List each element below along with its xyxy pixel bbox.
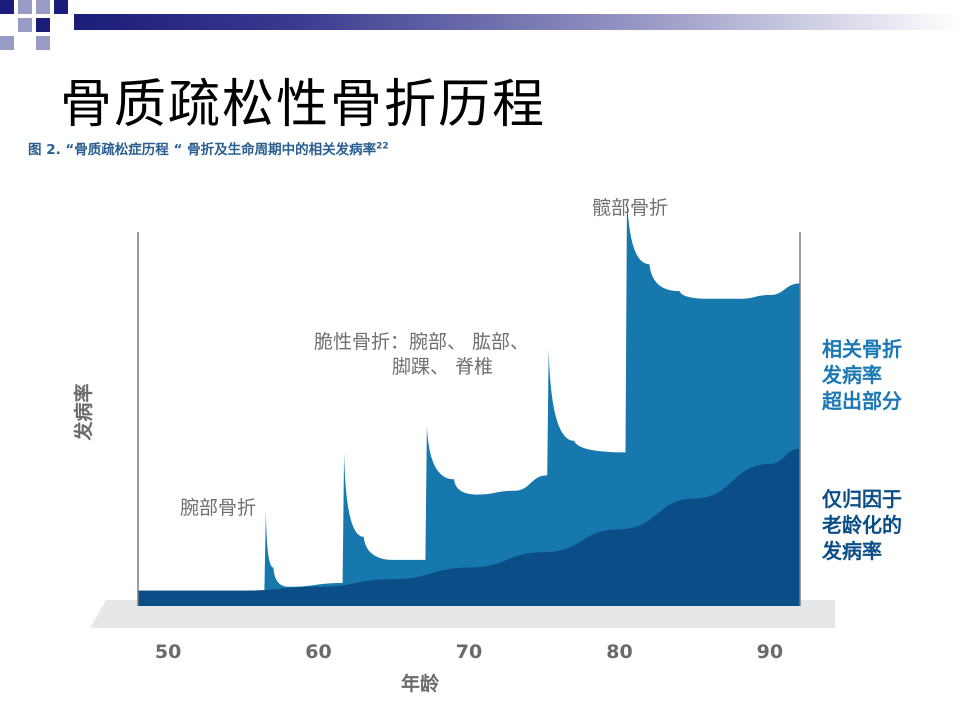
deco-square-2: [18, 0, 32, 14]
figure-caption-text: 图 2. “骨质疏松症历程 “ 骨折及生命周期中的相关发病率: [28, 142, 377, 158]
legend-aging-baseline-line1: 仅归因于: [822, 487, 902, 511]
legend-fracture-excess-line2: 发病率: [821, 363, 882, 387]
legend-fracture-excess-line1: 相关骨折: [822, 337, 902, 361]
deco-square-1: [0, 0, 14, 14]
annotation-hip-fracture: 髋部骨折: [592, 197, 668, 219]
series-area-aging-baseline: [138, 448, 800, 606]
x-axis-label: 年龄: [401, 672, 440, 695]
series-area-fracture-excess: [138, 195, 800, 606]
legend-fracture-excess-line3: 超出部分: [821, 389, 902, 413]
slide-corner-decoration: [0, 0, 68, 50]
deco-square-8: [36, 36, 50, 50]
deco-square-3: [36, 0, 50, 14]
annotation-fragility-fracture-line2: 脚踝、 脊椎: [392, 356, 493, 378]
legend-aging-baseline: 仅归因于 老龄化的 发病率: [821, 487, 902, 563]
deco-square-4: [54, 0, 68, 14]
figure-caption: 图 2. “骨质疏松症历程 “ 骨折及生命周期中的相关发病率22: [28, 138, 389, 159]
deco-square-6: [36, 18, 50, 32]
x-axis-ticks: 50 60 70 80 90: [155, 641, 783, 663]
legend-aging-baseline-line2: 老龄化的: [822, 513, 902, 537]
legend-fracture-excess: 相关骨折 发病率 超出部分: [821, 337, 902, 413]
x-tick-label-90: 90: [757, 641, 783, 663]
slide-header-bar: [74, 14, 960, 30]
x-tick-label-50: 50: [155, 641, 181, 663]
legend-aging-baseline-line3: 发病率: [821, 539, 882, 563]
annotation-fragility-fracture-line1: 脆性骨折：腕部、 肱部、: [314, 331, 529, 353]
x-tick-label-60: 60: [305, 641, 331, 663]
figure-caption-ref: 22: [376, 141, 389, 152]
slide-title: 骨质疏松性骨折历程: [60, 75, 547, 135]
deco-square-5: [18, 18, 32, 32]
x-tick-label-80: 80: [606, 641, 632, 663]
chart-floor: [90, 600, 835, 628]
annotation-wrist-fracture: 腕部骨折: [180, 497, 256, 519]
x-tick-label-70: 70: [456, 641, 482, 663]
y-axis-label: 发病率: [72, 383, 95, 441]
deco-square-7: [0, 36, 14, 50]
